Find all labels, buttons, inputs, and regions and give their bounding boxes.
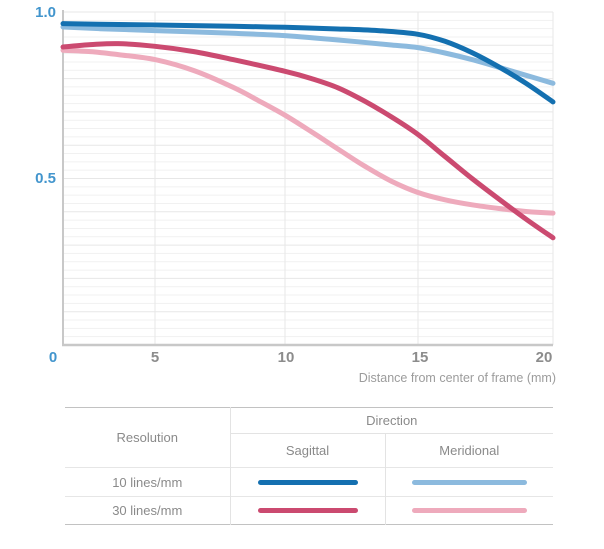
y-axis-tick-1.0: 1.0 bbox=[35, 4, 56, 21]
origin-tick-0: 0 bbox=[48, 349, 58, 366]
line-sample-10-sagittal bbox=[257, 479, 358, 485]
legend-table: Resolution Direction Sagittal Meridional… bbox=[65, 407, 554, 525]
x-axis-caption: Distance from center of frame (mm) bbox=[358, 371, 556, 385]
legend-label-30-lines: 30 lines/mm bbox=[65, 496, 231, 525]
x-axis-tick-5: 5 bbox=[150, 349, 160, 366]
x-axis-tick-20: 20 bbox=[535, 349, 553, 366]
x-axis-tick-15: 15 bbox=[411, 349, 429, 366]
legend-row-30-lines: 30 lines/mm bbox=[65, 496, 554, 525]
horizontal-gridlines bbox=[63, 11, 553, 338]
legend-header-sagittal: Sagittal bbox=[230, 433, 386, 468]
legend-header-meridional: Meridional bbox=[439, 443, 500, 458]
curve-10-sagittal bbox=[60, 21, 556, 105]
y-axis-tick-0.5: 0.5 bbox=[35, 170, 56, 187]
line-sample-10-meridional bbox=[411, 479, 527, 485]
mtf-plot-canvas bbox=[60, 10, 556, 347]
legend-header-direction: Direction bbox=[230, 407, 554, 434]
axes bbox=[62, 10, 553, 347]
line-sample-30-meridional bbox=[411, 508, 527, 513]
legend-label-10-lines: 10 lines/mm bbox=[65, 467, 231, 497]
curve-30-meridional bbox=[60, 47, 556, 216]
curve-30-sagittal bbox=[60, 41, 556, 241]
line-sample-30-sagittal bbox=[257, 508, 358, 513]
x-axis-tick-10: 10 bbox=[277, 349, 295, 366]
legend-row-10-lines: 10 lines/mm bbox=[65, 467, 554, 497]
legend-header-resolution: Resolution bbox=[65, 407, 231, 468]
vertical-gridlines bbox=[154, 12, 554, 345]
